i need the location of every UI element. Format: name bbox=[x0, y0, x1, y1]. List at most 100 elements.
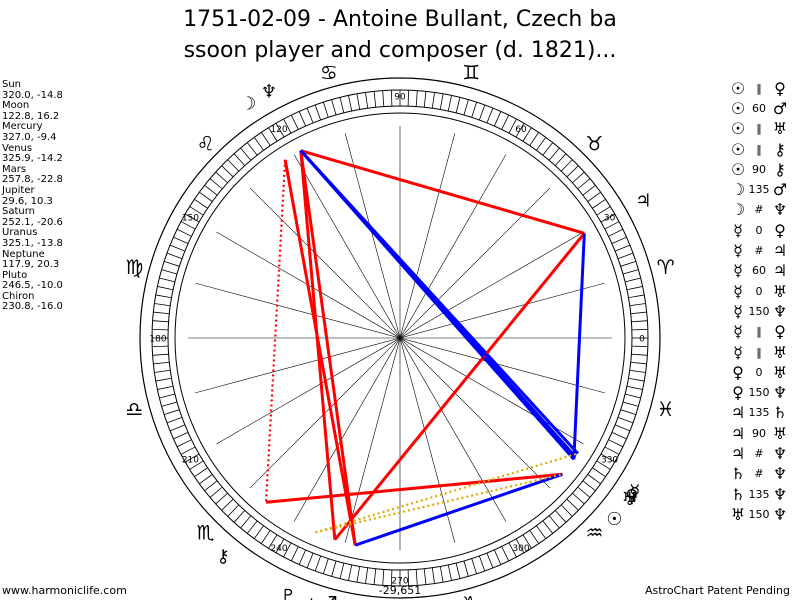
degree-tick bbox=[478, 555, 486, 572]
aspect-line bbox=[283, 159, 357, 546]
degree-tick bbox=[447, 95, 452, 112]
degree-tick bbox=[180, 221, 196, 230]
degree-tick bbox=[471, 102, 478, 118]
degree-tick bbox=[471, 558, 478, 574]
aspect-line bbox=[572, 233, 586, 460]
degree-label: 240 bbox=[270, 544, 287, 554]
aspect-planet-1: ☿ bbox=[733, 241, 743, 261]
website-link[interactable]: www.harmoniclife.com bbox=[2, 584, 127, 597]
degree-tick bbox=[577, 178, 591, 190]
aspect-row: ♃ 90 ♅ bbox=[728, 423, 790, 443]
planet-coords: 246.5, -10.0 bbox=[2, 280, 63, 292]
degree-tick bbox=[390, 569, 393, 586]
degree-tick bbox=[322, 558, 329, 574]
degree-tick bbox=[536, 137, 547, 151]
degree-tick bbox=[152, 328, 169, 331]
degree-tick bbox=[628, 377, 645, 382]
saturn-icon: ♄ bbox=[306, 595, 322, 600]
aspect-planet-2: ♅ bbox=[772, 423, 788, 443]
degree-tick bbox=[298, 549, 307, 565]
degree-tick bbox=[554, 153, 567, 166]
degree-tick bbox=[176, 228, 192, 237]
degree-tick bbox=[155, 377, 172, 382]
degree-tick bbox=[536, 525, 547, 539]
degree-tick bbox=[268, 534, 278, 549]
degree-tick bbox=[622, 401, 639, 407]
degree-tick bbox=[314, 104, 322, 121]
degree-tick bbox=[161, 401, 178, 407]
degree-tick bbox=[173, 431, 189, 440]
planet-coords: 320.0, -14.8 bbox=[2, 89, 63, 101]
degree-tick bbox=[290, 114, 299, 130]
degree-tick bbox=[617, 252, 634, 260]
libra-icon: ♎ bbox=[125, 397, 143, 421]
aspect-planet-1: ☉ bbox=[730, 98, 746, 118]
aspect-type: 60 bbox=[752, 264, 766, 278]
aspect-type: # bbox=[754, 446, 764, 460]
degree-tick bbox=[260, 530, 271, 544]
aspect-row: ☉ ‖ ♅ bbox=[728, 119, 790, 139]
moon-icon: ☽ bbox=[240, 94, 256, 115]
aspect-planet-2: ♄ bbox=[772, 403, 788, 423]
aspect-type: 135 bbox=[748, 487, 770, 501]
aspect-planet-2: ♆ bbox=[772, 383, 788, 403]
degree-tick bbox=[157, 385, 174, 390]
aspect-row: ♄ 135 ♆ bbox=[728, 484, 790, 504]
degree-tick bbox=[439, 566, 444, 583]
degree-tick bbox=[154, 369, 171, 373]
degree-tick bbox=[423, 568, 427, 585]
degree-tick bbox=[268, 127, 278, 142]
degree-tick bbox=[596, 460, 611, 470]
aspect-planet-2: ♂ bbox=[772, 98, 788, 118]
aspect-type: 60 bbox=[752, 101, 766, 115]
aspect-row: ☿ 0 ♅ bbox=[728, 281, 790, 301]
aspect-planet-1: ☿ bbox=[733, 342, 743, 362]
aspect-line bbox=[299, 150, 357, 546]
planet-coords: 117.9, 20.3 bbox=[2, 259, 60, 271]
aspect-planet-2: ♆ bbox=[772, 200, 788, 220]
degree-tick bbox=[554, 510, 567, 523]
degree-tick bbox=[592, 467, 606, 478]
planet-name: Mercury bbox=[2, 121, 43, 133]
degree-tick bbox=[373, 568, 377, 585]
planet-coords: 230.8, -16.0 bbox=[2, 301, 63, 313]
degree-tick bbox=[260, 132, 271, 146]
degree-tick bbox=[608, 228, 624, 237]
planet-position-list: Sun 320.0, -14.8 Moon 122.8, 16.2 Mercur… bbox=[2, 79, 63, 313]
degree-tick bbox=[566, 165, 579, 178]
degree-tick bbox=[164, 260, 180, 267]
aspect-row: ☉ 90 ⚷ bbox=[728, 159, 790, 179]
degree-tick bbox=[233, 153, 246, 166]
chart-title: 1751-02-09 - Antoine Bullant, Czech ba s… bbox=[0, 4, 800, 66]
aspect-planet-2: ♅ bbox=[772, 342, 788, 362]
degree-tick bbox=[204, 185, 218, 196]
degree-label: 300 bbox=[512, 544, 529, 554]
planet-name: Neptune bbox=[2, 248, 45, 260]
degree-tick bbox=[626, 385, 643, 390]
degree-tick bbox=[253, 137, 264, 151]
degree-tick bbox=[348, 95, 353, 112]
aspect-line bbox=[264, 159, 287, 503]
aspect-planet-2: ♂ bbox=[772, 180, 788, 200]
degree-label: 180 bbox=[149, 335, 166, 345]
aspect-planet-1: ☿ bbox=[733, 322, 743, 342]
aspect-type: 150 bbox=[748, 304, 770, 318]
degree-tick bbox=[348, 564, 353, 581]
degree-tick bbox=[501, 114, 510, 130]
planet-name: Chiron bbox=[2, 290, 35, 302]
degree-tick bbox=[630, 361, 647, 365]
aspect-planet-2: ♅ bbox=[772, 362, 788, 382]
title-line-1: 1751-02-09 - Antoine Bullant, Czech ba bbox=[183, 7, 617, 32]
degree-tick bbox=[221, 498, 234, 511]
degree-tick bbox=[407, 569, 410, 586]
aspect-planet-2: ♆ bbox=[772, 443, 788, 463]
degree-tick bbox=[631, 345, 648, 348]
degree-tick bbox=[154, 303, 171, 307]
aspect-planet-1: ☿ bbox=[733, 281, 743, 301]
degree-tick bbox=[365, 92, 369, 109]
degree-label: 210 bbox=[182, 456, 199, 466]
aspect-line bbox=[299, 150, 337, 540]
degree-tick bbox=[283, 118, 292, 134]
degree-tick bbox=[611, 431, 627, 440]
